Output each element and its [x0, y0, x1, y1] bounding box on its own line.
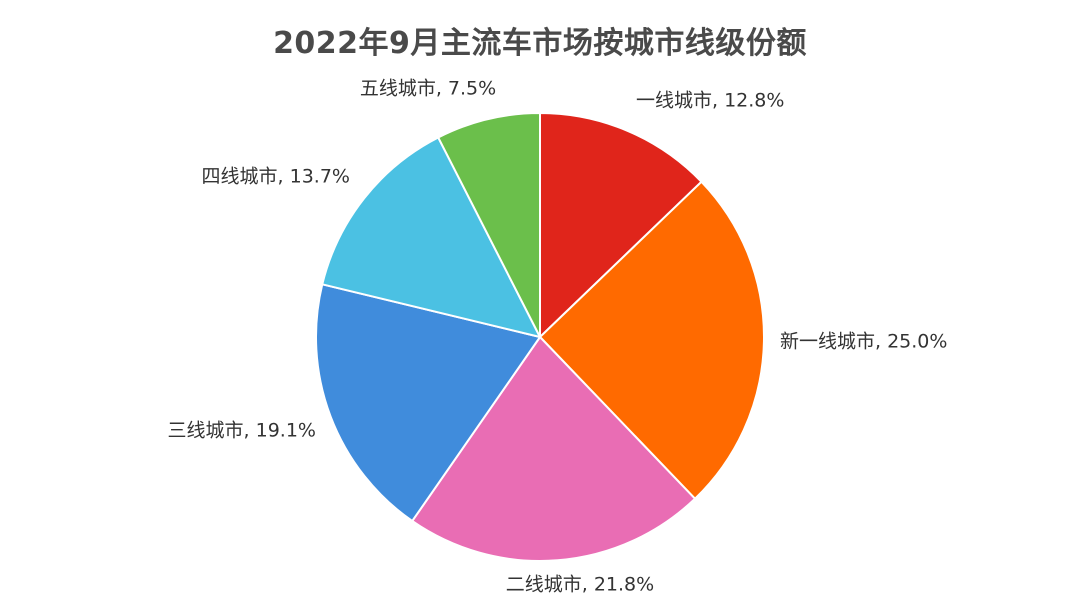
slice-label-5: 四线城市, 13.7%	[202, 166, 350, 188]
slice-label-3: 二线城市, 21.8%	[506, 574, 654, 596]
slice-label-1: 一线城市, 12.8%	[636, 90, 784, 112]
pie-slice-3	[410, 335, 697, 562]
slice-label-2: 新一线城市, 25.0%	[780, 331, 947, 353]
slice-label-4: 三线城市, 19.1%	[168, 420, 316, 442]
pie-slice-1	[539, 111, 703, 340]
pie-slice-2	[538, 180, 765, 501]
chart-title: 2022年9月主流车市场按城市线级份额	[273, 26, 807, 61]
pie-slice-4	[315, 283, 542, 523]
pie-slice-5	[321, 136, 542, 339]
slice-label-6: 五线城市, 7.5%	[360, 78, 496, 100]
pie-labels: 一线城市, 12.8% 新一线城市, 25.0% 二线城市, 21.8% 三线城市, …	[168, 78, 948, 596]
pie-slices	[315, 111, 765, 562]
pie-slice-6	[436, 111, 541, 338]
